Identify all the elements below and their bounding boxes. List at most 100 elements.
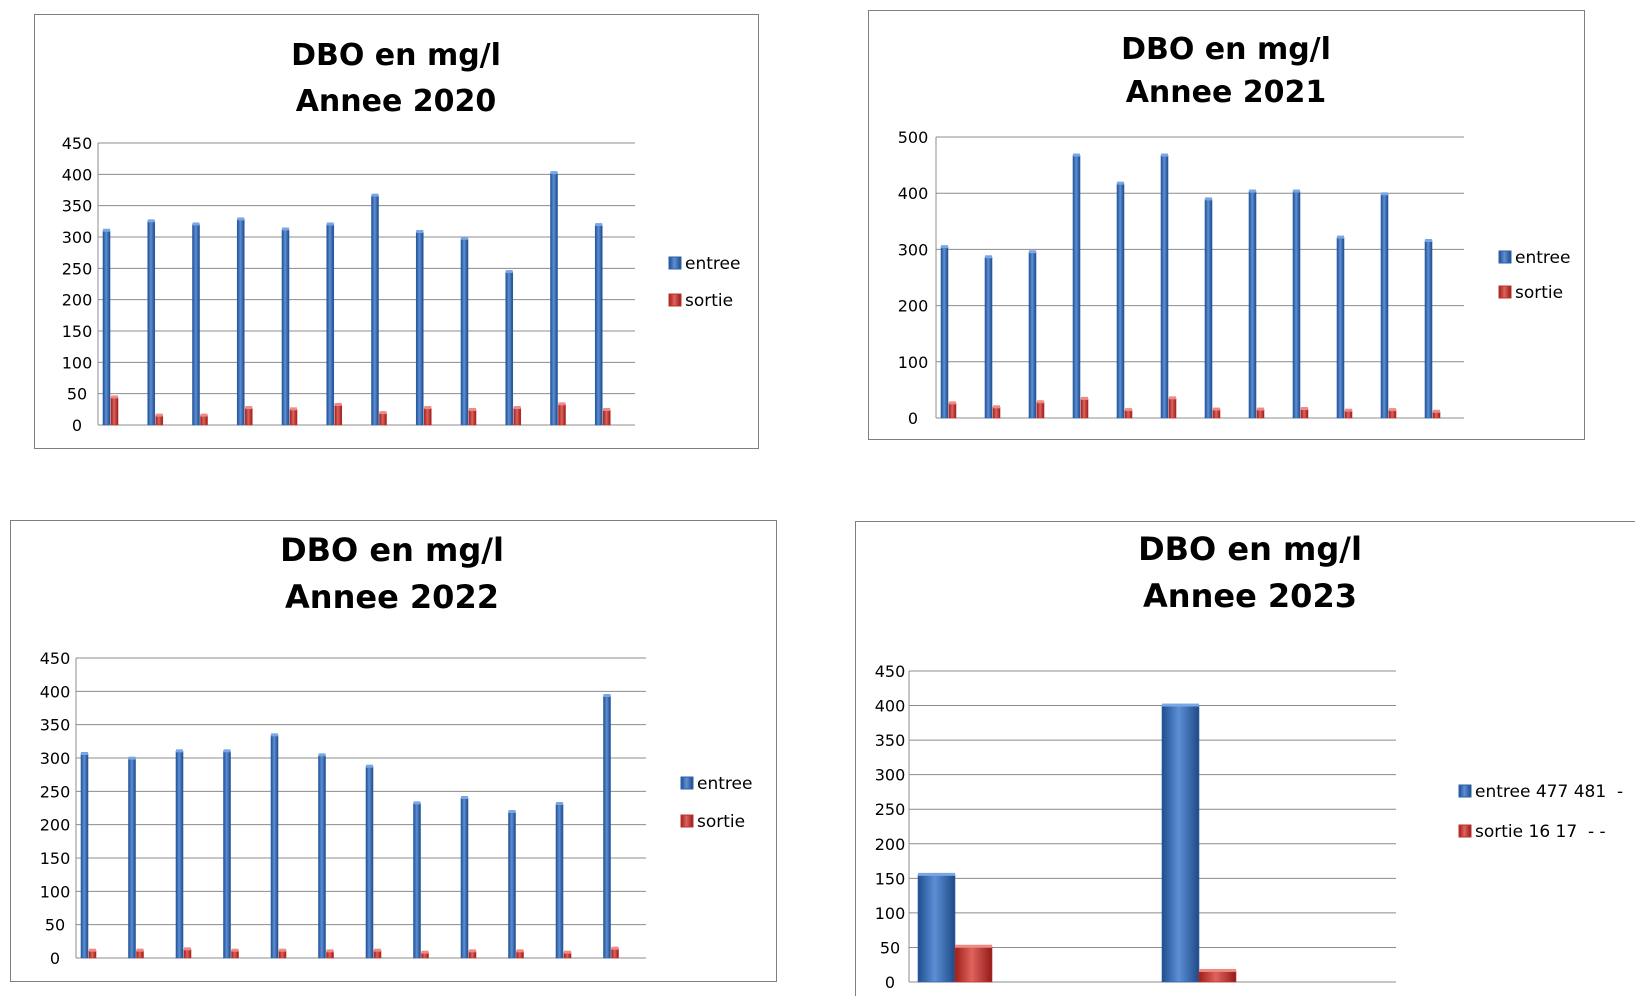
sortie-bar-top bbox=[1081, 396, 1088, 400]
entree-bar bbox=[508, 811, 516, 959]
entree-bar-top bbox=[318, 753, 326, 757]
y-tick-label: 100 bbox=[875, 904, 906, 923]
sortie-bar-top bbox=[603, 407, 611, 411]
entree-bar bbox=[1028, 251, 1037, 419]
entree-bar bbox=[1116, 183, 1125, 419]
legend-label-sortie: sortie 16 17 - - bbox=[1475, 822, 1606, 842]
sortie-bar bbox=[602, 409, 611, 426]
sortie-bar bbox=[611, 948, 619, 959]
sortie-bar bbox=[954, 946, 993, 983]
sortie-bar-top bbox=[1213, 407, 1220, 411]
sortie-bar bbox=[231, 950, 239, 959]
entree-bar bbox=[223, 751, 231, 959]
entree-bar bbox=[603, 695, 611, 959]
entree-bar-top bbox=[176, 749, 183, 753]
entree-bar-top bbox=[1162, 703, 1199, 707]
y-tick-label: 100 bbox=[40, 882, 71, 901]
sortie-bar-top bbox=[1169, 396, 1176, 400]
y-tick-label: 100 bbox=[62, 353, 93, 372]
sortie-bar bbox=[183, 949, 192, 959]
entree-bar-top bbox=[508, 810, 516, 813]
entree-bar-top bbox=[1029, 250, 1036, 254]
chart-title-line-2: Annee 2021 bbox=[1126, 75, 1327, 110]
y-tick-label: 350 bbox=[62, 197, 93, 216]
chart-panel-2021: DBO en mg/l Annee 2021 0 100 200 300 400 500 ent… bbox=[868, 10, 1585, 440]
sortie-bar bbox=[992, 407, 1001, 419]
sortie-bar-top bbox=[955, 944, 992, 948]
entree-bar bbox=[505, 271, 514, 426]
entree-bar-top bbox=[1337, 235, 1344, 239]
sortie-bar-top bbox=[1345, 408, 1352, 412]
entree-bar bbox=[270, 735, 279, 959]
y-tick-label: 200 bbox=[40, 816, 71, 835]
y-tick-label: 300 bbox=[40, 749, 71, 768]
sortie-bar-top bbox=[279, 948, 286, 952]
chart-title-line-2: Annee 2020 bbox=[296, 84, 497, 119]
legend-label-entree: entree bbox=[685, 254, 740, 274]
entree-bar bbox=[175, 751, 184, 959]
entree-bar bbox=[1072, 155, 1081, 419]
chart-2021: DBO en mg/l Annee 2021 0 100 200 300 400 500 ent… bbox=[898, 32, 1571, 428]
sortie-bar-top bbox=[993, 405, 1000, 409]
legend-swatch-sortie bbox=[1458, 824, 1472, 838]
y-tick-label: 450 bbox=[875, 662, 906, 681]
entree-bar bbox=[1160, 155, 1169, 419]
y-tick-label: 50 bbox=[880, 938, 900, 957]
sortie-bar bbox=[278, 950, 287, 959]
entree-bar bbox=[940, 246, 949, 419]
entree-bar bbox=[1248, 191, 1257, 419]
y-tick-label: 250 bbox=[40, 782, 71, 801]
entree-bar bbox=[236, 219, 245, 426]
chart-title-line-1: DBO en mg/l bbox=[1121, 32, 1331, 67]
sortie-bar-top bbox=[111, 395, 118, 399]
entree-bar-top bbox=[1205, 197, 1212, 201]
sortie-bar-top bbox=[1433, 409, 1440, 413]
chart-panel-2020: DBO en mg/l Annee 2020 0 50 100 150 200 250 300 3… bbox=[34, 14, 759, 449]
legend-label-entree: entree bbox=[697, 774, 752, 794]
y-tick-label: 400 bbox=[62, 165, 93, 184]
legend-label-sortie: sortie bbox=[1515, 283, 1563, 303]
entree-bar-top bbox=[1073, 153, 1080, 157]
y-tick-label: 150 bbox=[62, 322, 93, 341]
entree-bar-top bbox=[223, 749, 231, 753]
chart-title-line-1: DBO en mg/l bbox=[1138, 530, 1362, 568]
sortie-bar-top bbox=[564, 950, 571, 954]
sortie-bar bbox=[948, 403, 957, 419]
entree-bar-top bbox=[237, 217, 245, 221]
chart-2022: DBO en mg/l Annee 2022 0 50 100 150 200 250 300 3… bbox=[40, 531, 753, 968]
y-tick-label: 200 bbox=[62, 291, 93, 310]
sortie-bar-top bbox=[1301, 407, 1308, 411]
y-tick-label: 150 bbox=[40, 849, 71, 868]
entree-bar bbox=[1161, 705, 1200, 983]
entree-bar-top bbox=[918, 872, 955, 876]
sortie-bar-top bbox=[334, 402, 342, 406]
sortie-bar-top bbox=[1257, 407, 1264, 411]
sortie-bar-top bbox=[290, 407, 297, 411]
entree-bar-top bbox=[371, 193, 379, 197]
legend-swatch-sortie bbox=[680, 814, 694, 828]
entree-bar-top bbox=[556, 802, 563, 805]
entree-bar-top bbox=[461, 236, 468, 240]
sortie-bar bbox=[1080, 398, 1089, 419]
sortie-bar bbox=[513, 407, 522, 426]
y-tick-label: 250 bbox=[62, 259, 93, 278]
sortie-bar bbox=[155, 415, 164, 426]
entree-bar-top bbox=[1381, 192, 1388, 196]
entree-bar-top bbox=[282, 227, 289, 231]
legend-swatch-entree bbox=[1498, 250, 1512, 264]
entree-bar bbox=[550, 172, 558, 426]
sortie-bar bbox=[200, 415, 208, 426]
entree-bar-top bbox=[326, 222, 334, 226]
sortie-bar bbox=[334, 404, 343, 426]
sortie-bar bbox=[373, 950, 382, 959]
entree-bar-top bbox=[1293, 189, 1300, 193]
sortie-bar bbox=[1388, 409, 1397, 419]
sortie-bar-top bbox=[184, 947, 191, 951]
entree-bar-top bbox=[81, 752, 88, 755]
entree-bar bbox=[365, 766, 374, 959]
entree-bar bbox=[1204, 199, 1213, 419]
entree-bar-top bbox=[550, 171, 558, 175]
entree-bar-top bbox=[103, 228, 110, 232]
sortie-bar-top bbox=[231, 948, 239, 952]
sortie-bar bbox=[88, 950, 97, 959]
